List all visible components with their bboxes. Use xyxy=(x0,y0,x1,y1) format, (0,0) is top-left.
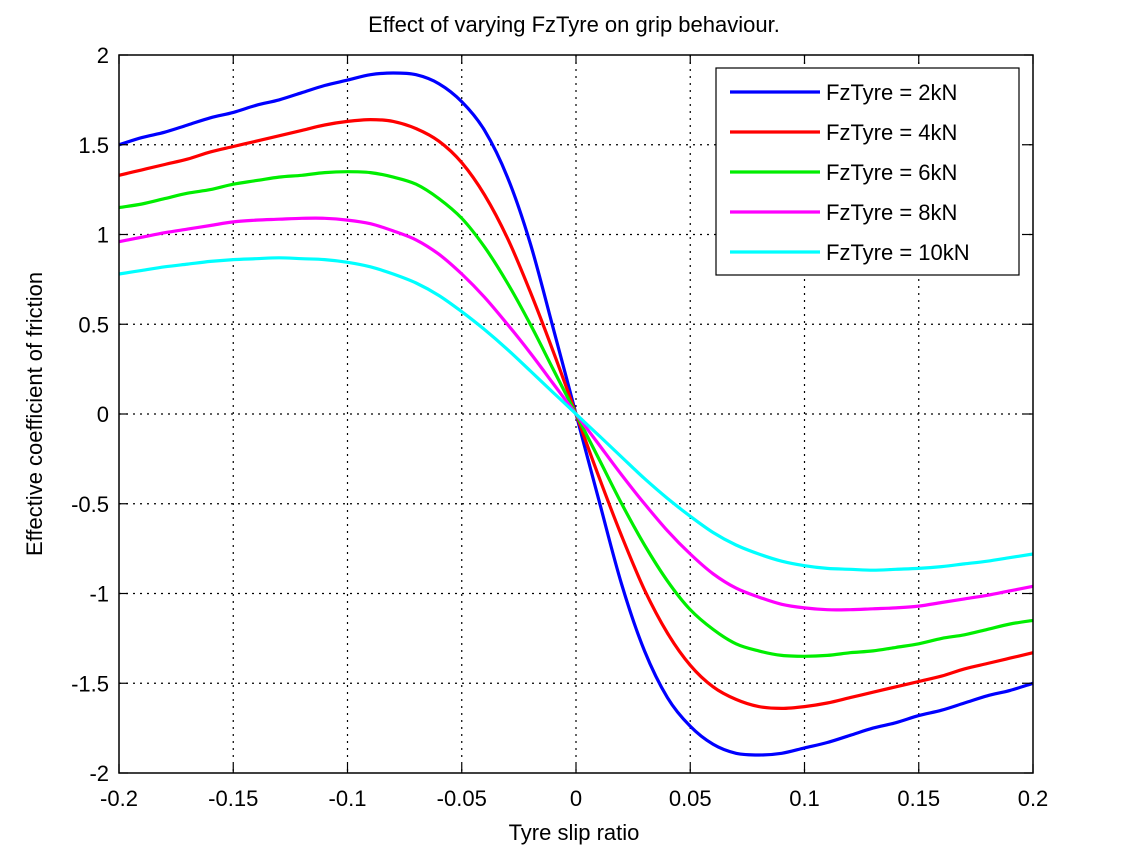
legend-label-2: FzTyre = 4kN xyxy=(826,120,957,145)
x-tick-label: 0 xyxy=(570,786,582,811)
x-tick-label: -0.15 xyxy=(208,786,258,811)
x-tick-label: -0.1 xyxy=(329,786,367,811)
x-tick-label: 0.05 xyxy=(669,786,712,811)
legend-label-3: FzTyre = 6kN xyxy=(826,160,957,185)
y-tick-label: -0.5 xyxy=(71,492,109,517)
series-line-5 xyxy=(118,256,1034,572)
y-tick-label: 2 xyxy=(97,43,109,68)
legend: FzTyre = 2kN FzTyre = 4kN FzTyre = 6kN FzTy… xyxy=(715,67,1020,276)
chart-title: Effect of varying FzTyre on grip behavio… xyxy=(368,12,780,37)
x-axis-title: Tyre slip ratio xyxy=(509,820,640,845)
y-tick-label: -1 xyxy=(89,582,109,607)
y-tick-label: 1.5 xyxy=(78,133,109,158)
y-tick-label: 0.5 xyxy=(78,312,109,337)
series-lines xyxy=(118,71,1034,757)
legend-label-1: FzTyre = 2kN xyxy=(826,80,957,105)
y-tick-label: -1.5 xyxy=(71,671,109,696)
x-tick-label: -0.2 xyxy=(100,786,138,811)
x-tick-label: 0.1 xyxy=(789,786,820,811)
x-tick-label: 0.2 xyxy=(1018,786,1049,811)
ticks xyxy=(118,54,1034,774)
y-tick-labels: 2 1.5 1 0.5 0 -0.5 -1 -1.5 -2 xyxy=(71,43,109,786)
x-tick-label: 0.15 xyxy=(897,786,940,811)
legend-label-5: FzTyre = 10kN xyxy=(826,240,970,265)
x-tick-label: -0.05 xyxy=(437,786,487,811)
y-tick-label: 0 xyxy=(97,402,109,427)
legend-label-4: FzTyre = 8kN xyxy=(826,200,957,225)
y-axis-title: Effective coefficient of friction xyxy=(22,272,47,556)
y-tick-label: 1 xyxy=(97,223,109,248)
x-tick-labels: -0.2 -0.15 -0.1 -0.05 0 0.05 0.1 0.15 0.2 xyxy=(100,786,1048,811)
y-tick-label: -2 xyxy=(89,761,109,786)
